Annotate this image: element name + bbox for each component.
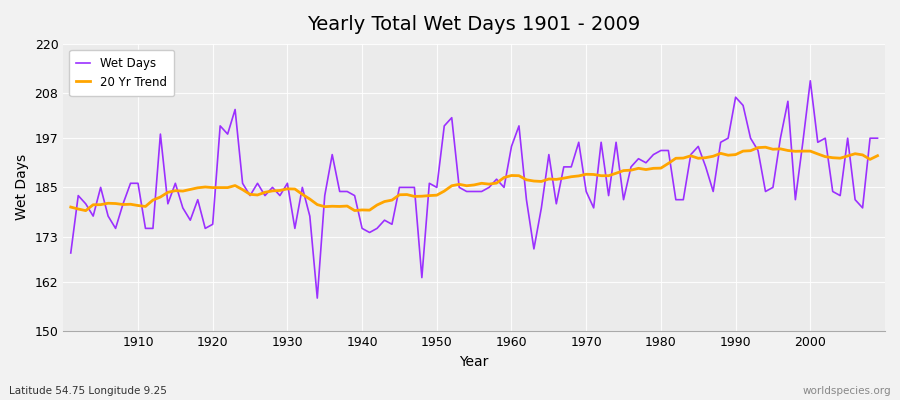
- Wet Days: [342, 189, 353, 194]
- 20 Yr Trend: [872, 153, 883, 158]
- 20 Yr Trend: [342, 204, 353, 208]
- 20 Yr Trend: [603, 173, 614, 178]
- Title: Yearly Total Wet Days 1901 - 2009: Yearly Total Wet Days 1901 - 2009: [308, 15, 641, 34]
- Wet Days: [603, 193, 614, 198]
- Wet Days: [514, 124, 525, 128]
- X-axis label: Year: Year: [460, 355, 489, 369]
- Line: Wet Days: Wet Days: [71, 81, 878, 298]
- Wet Days: [872, 136, 883, 140]
- 20 Yr Trend: [297, 192, 308, 197]
- 20 Yr Trend: [506, 173, 517, 178]
- Wet Days: [805, 78, 815, 83]
- Wet Days: [66, 250, 77, 255]
- 20 Yr Trend: [80, 208, 91, 213]
- Wet Days: [290, 226, 301, 231]
- Wet Days: [125, 181, 136, 186]
- Y-axis label: Wet Days: Wet Days: [15, 154, 29, 220]
- Line: 20 Yr Trend: 20 Yr Trend: [71, 147, 878, 211]
- Text: worldspecies.org: worldspecies.org: [803, 386, 891, 396]
- 20 Yr Trend: [760, 145, 771, 150]
- 20 Yr Trend: [66, 205, 77, 210]
- Legend: Wet Days, 20 Yr Trend: Wet Days, 20 Yr Trend: [69, 50, 174, 96]
- 20 Yr Trend: [514, 173, 525, 178]
- Wet Days: [506, 144, 517, 149]
- 20 Yr Trend: [132, 203, 143, 208]
- Wet Days: [312, 296, 323, 300]
- Text: Latitude 54.75 Longitude 9.25: Latitude 54.75 Longitude 9.25: [9, 386, 166, 396]
